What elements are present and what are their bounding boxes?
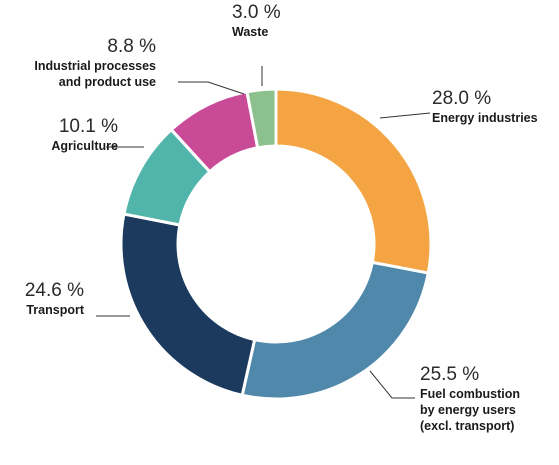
labels: 28.0 % Energy industries 25.5 %Fuel combus… [25, 2, 538, 433]
category-label-transport: Transport [26, 303, 84, 317]
leader-lines [96, 66, 431, 399]
category-label-fuel-combustion-by-energy-users-excl-transport: Fuel combustion by energy users (excl. tra… [420, 387, 520, 433]
category-label-agriculture: Agriculture [51, 139, 118, 153]
value-label-industrial-processes-and-product-use: 8.8 % [107, 36, 156, 57]
slice-waste [245, 87, 278, 150]
leader-line-industrial-processes-and-product-use [178, 81, 245, 95]
slice-transport [119, 212, 257, 397]
slices [119, 87, 433, 401]
category-label-waste: Waste [232, 25, 268, 39]
value-label-fuel-combustion-by-energy-users-excl-transport: 25.5 % [420, 364, 479, 385]
value-label-energy-industries: 28.0 % [432, 88, 491, 109]
value-label-agriculture: 10.1 % [59, 116, 118, 137]
value-label-waste: 3.0 % [232, 2, 281, 23]
value-label-transport: 24.6 % [25, 280, 84, 301]
leader-line-fuel-combustion-by-energy-users-excl-transport [369, 370, 415, 399]
leader-line-energy-industries [379, 112, 431, 119]
category-label-industrial-processes-and-product-use: Industrial processes and product use [34, 59, 156, 89]
slice-fuel-combustion-by-energy-users-excl-transport [240, 260, 430, 401]
slice-energy-industries [274, 87, 433, 275]
category-label-energy-industries: Energy industries [432, 111, 538, 125]
